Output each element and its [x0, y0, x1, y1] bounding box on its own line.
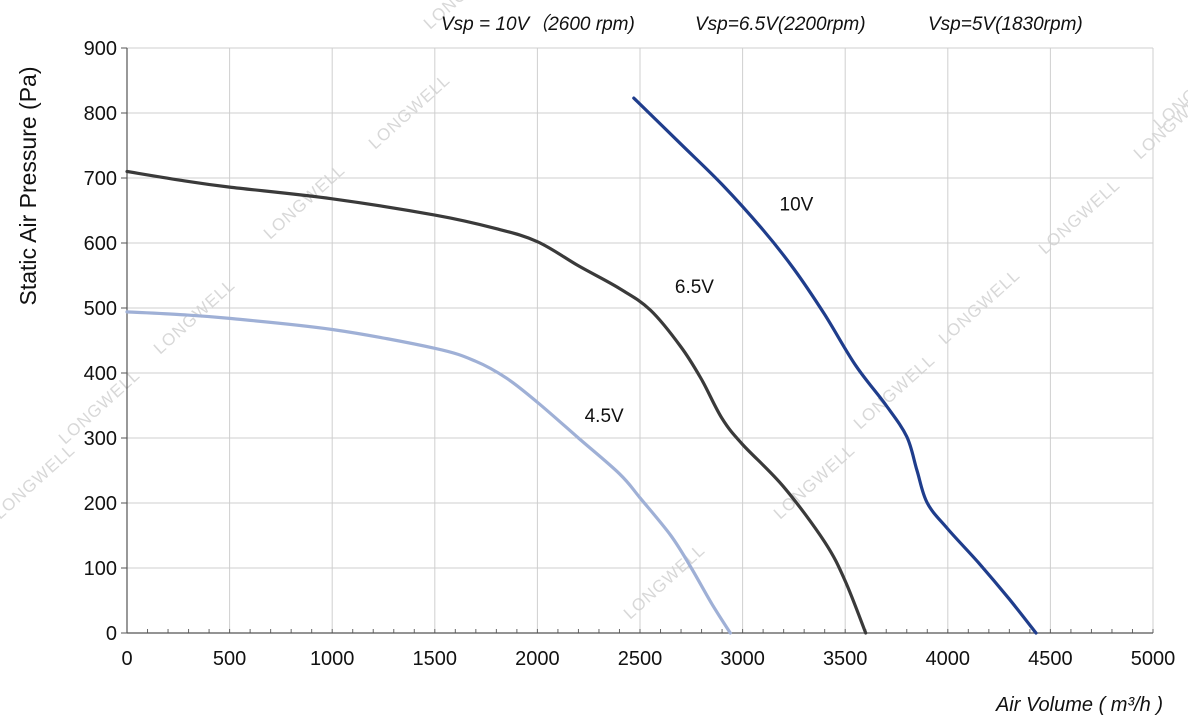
y-tick-label: 300 [84, 428, 117, 450]
y-tick-label: 100 [84, 558, 117, 580]
watermark-text: LONGWELL [0, 440, 79, 523]
x-tick-label: 5000 [1131, 648, 1176, 670]
x-tick-label: 1500 [413, 648, 458, 670]
watermark-text: LONGWELL [850, 350, 939, 433]
axes [121, 47, 1153, 634]
x-tick-label: 500 [213, 648, 246, 670]
y-tick-label: 200 [84, 493, 117, 515]
minor-tick-marks [126, 629, 1154, 633]
watermark-text: LONGWELL [260, 160, 349, 243]
x-tick-label: 1000 [310, 648, 355, 670]
y-tick-label: 700 [84, 168, 117, 190]
legend-annotation-10v: Vsp = 10V（2600 rpm) [441, 13, 635, 35]
y-tick-label: 0 [106, 623, 117, 645]
x-tick-label: 4500 [1028, 648, 1073, 670]
x-tick-label: 2500 [618, 648, 663, 670]
y-tick-label: 900 [84, 38, 117, 60]
series-line-6.5v [125, 169, 868, 635]
series-label-4.5v: 4.5V [585, 406, 624, 427]
x-tick-label: 3500 [823, 648, 868, 670]
legend-annotation-5v: Vsp=5V(1830rpm) [928, 14, 1083, 35]
series-line-10v [632, 96, 1038, 635]
grid-lines [126, 47, 1154, 634]
y-axis-title: Static Air Pressure (Pa) [15, 66, 41, 305]
series-label-10v: 10V [780, 195, 814, 216]
x-tick-label: 2000 [515, 648, 560, 670]
x-tick-label: 0 [121, 648, 132, 670]
series-labels: 10V 6.5V 4.5V [585, 195, 814, 427]
y-tick-label: 600 [84, 233, 117, 255]
watermark-text: LONGWELL [1035, 175, 1124, 258]
y-tick-label: 400 [84, 363, 117, 385]
series-label-6.5v: 6.5V [675, 277, 714, 298]
x-tick-label: 4000 [926, 648, 971, 670]
x-tick-labels: 0 500 1000 1500 2000 2500 3000 3500 4000 4500 5000 [121, 648, 1175, 670]
series-lines [125, 96, 1038, 635]
watermark-text: LONGWELL [620, 540, 709, 623]
legend-annotation-6.5v: Vsp=6.5V(2200rpm) [695, 14, 866, 35]
y-tick-label: 500 [84, 298, 117, 320]
y-tick-labels: 0 100 200 300 400 500 600 700 800 900 [84, 38, 117, 645]
x-tick-label: 3000 [720, 648, 765, 670]
series-line-4.5v [125, 310, 732, 635]
watermark-text: LONGWELL [365, 70, 454, 153]
y-tick-label: 800 [84, 103, 117, 125]
x-axis-title: Air Volume ( m³/h ) [995, 694, 1163, 716]
watermark-layer: LONGWELLLONGWELLLONGWELLLONGWELLLONGWELL… [0, 0, 1188, 623]
